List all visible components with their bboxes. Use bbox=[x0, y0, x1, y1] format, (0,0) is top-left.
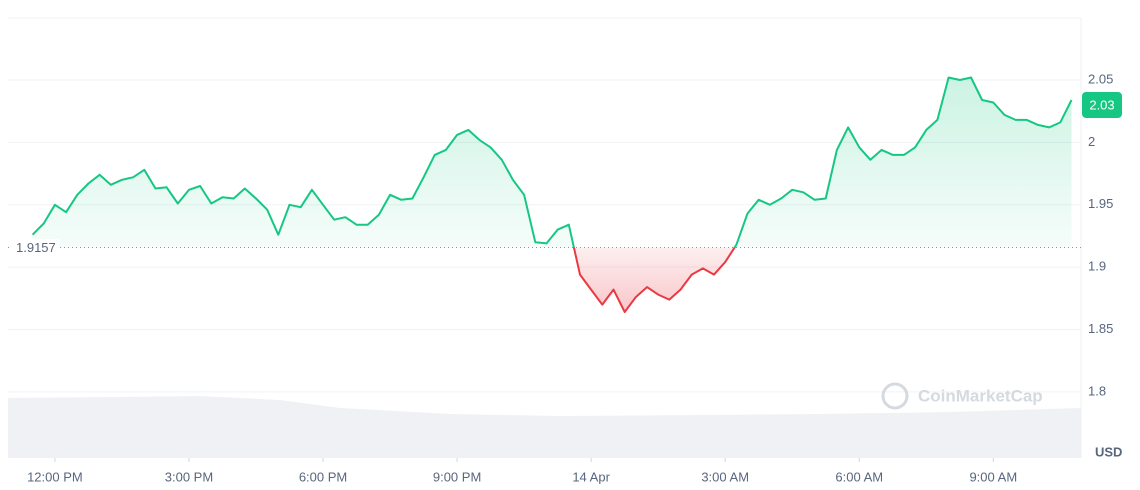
x-tick-label: 3:00 PM bbox=[165, 469, 213, 484]
y-tick-label: 1.8 bbox=[1088, 383, 1106, 398]
x-tick-label: 14 Apr bbox=[572, 469, 610, 484]
currency-label: USD bbox=[1095, 444, 1122, 459]
y-tick-label: 1.9 bbox=[1088, 259, 1106, 274]
x-tick-label: 12:00 PM bbox=[27, 469, 83, 484]
y-tick-label: 2 bbox=[1088, 134, 1095, 149]
x-tick-label: 6:00 PM bbox=[299, 469, 347, 484]
price-line bbox=[31, 76, 1073, 313]
last-value-label: 2.03 bbox=[1089, 97, 1114, 112]
baseline-label-bg bbox=[12, 238, 60, 256]
x-tick-label: 6:00 AM bbox=[835, 469, 883, 484]
watermark-text: CoinMarketCap bbox=[918, 386, 1043, 405]
last-value-badge bbox=[1082, 91, 1122, 118]
y-tick-label: 1.95 bbox=[1088, 196, 1113, 211]
watermark: CoinMarketCap bbox=[881, 382, 1043, 410]
price-area bbox=[32, 77, 1072, 312]
volume-area bbox=[8, 396, 1081, 458]
y-tick-label: 2.05 bbox=[1088, 71, 1113, 86]
baseline-label: 1.9157 bbox=[16, 240, 56, 255]
x-tick-label: 3:00 AM bbox=[701, 469, 749, 484]
x-tick-label: 9:00 PM bbox=[433, 469, 481, 484]
x-tick-label: 9:00 AM bbox=[969, 469, 1017, 484]
y-tick-label: 1.85 bbox=[1088, 321, 1113, 336]
